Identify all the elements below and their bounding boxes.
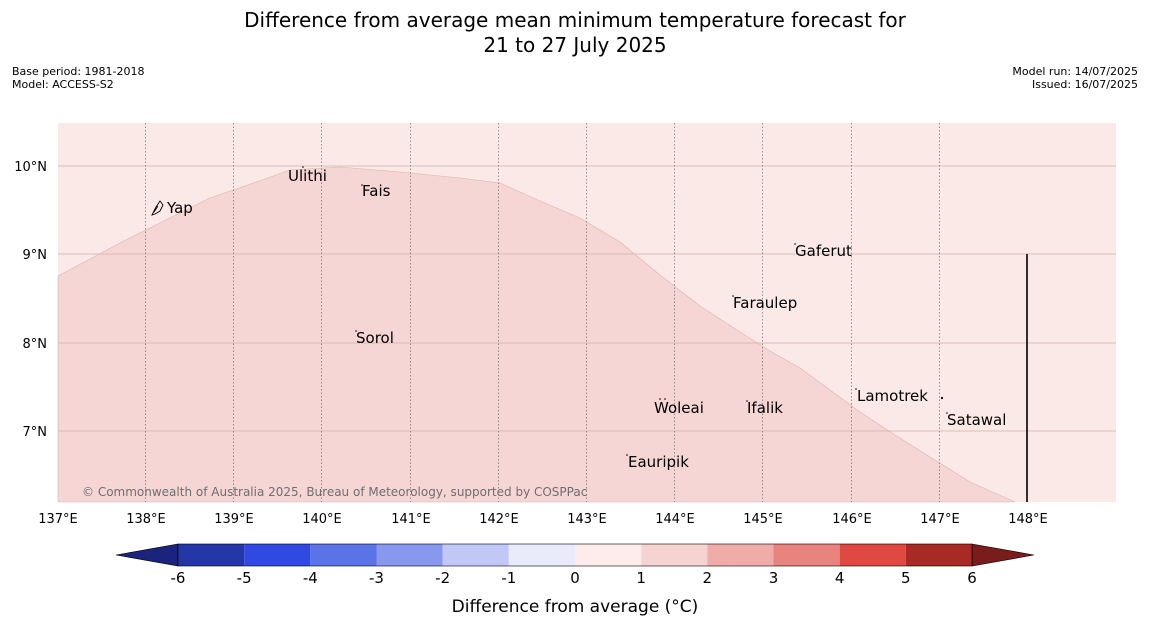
colorbar-tick-label: -6 — [171, 569, 186, 587]
colorbar-bin — [310, 544, 377, 566]
faraulep-dot — [732, 295, 734, 297]
lon-label-145e: 145°E — [743, 512, 783, 527]
place-label-ifalik: Ifalik — [747, 399, 783, 417]
lon-label-139e: 139°E — [214, 512, 254, 527]
colorbar-tick-label: 1 — [636, 569, 646, 587]
colorbar-bin — [376, 544, 443, 566]
title-line-1: Difference from average mean minimum tem… — [244, 8, 906, 32]
colorbar-tick-label: -2 — [435, 569, 450, 587]
lamotrek-east-dot — [940, 396, 944, 400]
colorbar-title: Difference from average (°C) — [452, 597, 699, 617]
place-label-satawal: Satawal — [947, 411, 1006, 429]
lon-label-137e: 137°E — [38, 512, 78, 527]
colorbar-tick-labels: -6 -5 -4 -3 -2 -1 0 1 2 3 4 5 6 — [171, 569, 977, 587]
issued-text: Issued: 16/07/2025 — [1031, 78, 1138, 91]
lon-label-144e: 144°E — [655, 512, 695, 527]
colorbar-under-extend — [115, 543, 179, 567]
lon-label-147e: 147°E — [920, 512, 960, 527]
place-label-yap: Yap — [166, 199, 193, 217]
lon-label-143e: 143°E — [567, 512, 607, 527]
colorbar-tick-label: -5 — [237, 569, 252, 587]
place-label-sorol: Sorol — [356, 329, 394, 347]
colorbar-tick-label: 2 — [703, 569, 713, 587]
colorbar-bin — [244, 544, 311, 566]
eauripik-dot — [626, 454, 628, 456]
ulithi-dot — [302, 166, 304, 168]
colorbar-bin — [839, 544, 906, 566]
lamotrek-dot — [855, 388, 857, 390]
colorbar-tick-label: 0 — [570, 569, 580, 587]
colorbar-bin — [575, 544, 642, 566]
lon-label-141e: 141°E — [391, 512, 431, 527]
place-label-gaferut: Gaferut — [795, 242, 852, 260]
colorbar-tick-label: 5 — [901, 569, 911, 587]
colorbar-bin — [905, 544, 972, 566]
woleai-dot-2 — [664, 398, 666, 400]
colorbar-bin — [442, 544, 509, 566]
lon-gridlines — [145, 123, 940, 502]
colorbar-tick-label: -4 — [303, 569, 318, 587]
lon-label-146e: 146°E — [832, 512, 872, 527]
woleai-dot-1 — [659, 398, 661, 400]
colorbar-tick-label: -3 — [369, 569, 384, 587]
meta-right: Model run: 14/07/2025 Issued: 16/07/2025 — [1012, 65, 1138, 91]
lon-label-138e: 138°E — [126, 512, 166, 527]
ifalik-dot — [746, 400, 748, 402]
place-label-eauripik: Eauripik — [628, 453, 689, 471]
lon-label-142e: 142°E — [479, 512, 519, 527]
colorbar-tick-label: 6 — [967, 569, 977, 587]
colorbar-bin — [178, 544, 245, 566]
colorbar-tick-label: 3 — [769, 569, 779, 587]
colorbar-bin — [641, 544, 708, 566]
colorbar-bin — [508, 544, 575, 566]
colorbar: -6 -5 -4 -3 -2 -1 0 1 2 3 4 5 6 Differen… — [115, 543, 1035, 617]
colorbar-over-extend — [971, 543, 1035, 567]
lat-labels: 10°N 9°N 8°N 7°N — [14, 160, 47, 440]
fais-dot — [361, 184, 363, 186]
lat-label-10n: 10°N — [14, 160, 47, 175]
place-label-lamotrek: Lamotrek — [857, 387, 928, 405]
title-line-2: 21 to 27 July 2025 — [483, 33, 667, 57]
colorbar-tick-label: -1 — [501, 569, 516, 587]
atoll-dots — [302, 166, 948, 456]
map-title: Difference from average mean minimum tem… — [0, 8, 1150, 58]
region-1-to-2 — [57, 166, 1016, 503]
gaferut-dot — [794, 243, 796, 245]
lat-label-8n: 8°N — [23, 337, 48, 352]
place-label-woleai: Woleai — [654, 399, 704, 417]
place-label-ulithi: Ulithi — [288, 167, 327, 185]
copyright-notice: © Commonwealth of Australia 2025, Bureau… — [82, 485, 587, 499]
yap-island-detail — [153, 205, 159, 213]
place-label-faraulep: Faraulep — [733, 294, 797, 312]
base-period-text: Base period: 1981-2018 — [12, 65, 145, 78]
colorbar-bin — [773, 544, 840, 566]
colorbar-bins — [178, 544, 972, 566]
satawal-dot — [946, 412, 948, 414]
lon-label-140e: 140°E — [302, 512, 342, 527]
colorbar-tick-label: 4 — [835, 569, 845, 587]
meta-left: Base period: 1981-2018 Model: ACCESS-S2 — [12, 65, 144, 91]
colorbar-frame — [177, 543, 973, 567]
yap-island-shape — [151, 200, 164, 216]
island-shapes — [151, 200, 164, 216]
colorbar-bin — [707, 544, 774, 566]
place-label-fais: Fais — [362, 182, 391, 200]
lat-label-7n: 7°N — [23, 425, 48, 440]
lat-label-9n: 9°N — [23, 248, 48, 263]
lon-label-148e: 148°E — [1008, 512, 1048, 527]
lon-labels: 137°E 138°E 139°E 140°E 141°E 142°E 143°… — [38, 512, 1048, 527]
place-labels: Yap Ulithi Fais Gaferut Faraulep Sorol L… — [166, 167, 1006, 471]
model-text: Model: ACCESS-S2 — [12, 78, 114, 91]
sorol-dot — [355, 330, 357, 332]
model-run-text: Model run: 14/07/2025 — [1012, 65, 1138, 78]
